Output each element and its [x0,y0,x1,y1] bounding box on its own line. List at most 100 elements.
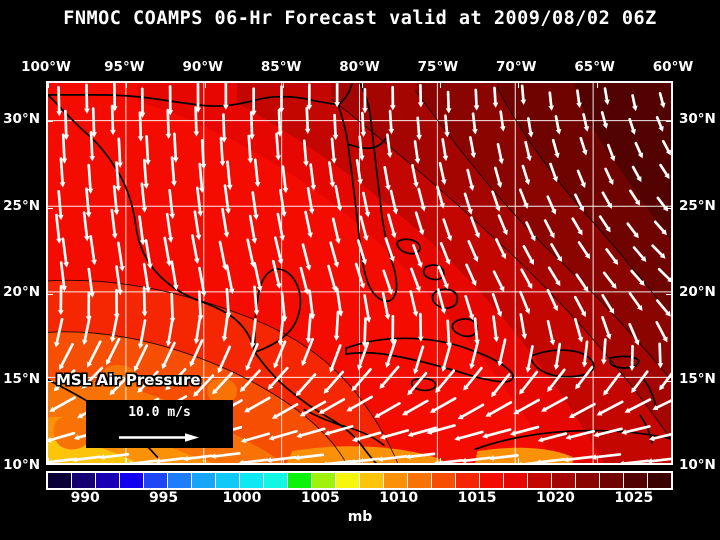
pressure-low-cell [286,446,446,463]
wind-arrow [417,312,424,342]
wind-arrow [442,218,453,242]
map-plot-area[interactable]: MSL Air Pressure 10.0 m/s [46,81,673,465]
wind-arrow [273,340,287,369]
wind-arrow [618,459,650,463]
wind-arrow [547,368,566,392]
wind-arrow [61,237,69,268]
wind-arrow [377,455,408,463]
wind-arrow [110,208,118,239]
axis-tick [518,83,520,88]
wind-arrow [632,246,647,262]
wind-arrow [471,112,478,135]
wind-arrow [596,400,624,416]
wind-arrow [355,159,363,185]
wind-arrow [574,193,585,212]
wind-arrow [473,88,480,111]
wind-arrow [71,455,102,463]
wind-arrow [519,290,531,315]
wind-arrow [223,184,231,215]
colorbar-swatch [408,473,432,488]
wind-arrow [330,137,337,164]
wind-arrow [520,84,527,105]
wind-arrow [275,132,282,161]
colorbar[interactable] [46,471,673,490]
wind-arrow [363,294,372,323]
colorbar-swatch [360,473,384,488]
wind-arrow [86,340,102,368]
wind-arrow [646,457,671,463]
wind-arrow [182,454,213,462]
wind-arrow [439,242,451,265]
colorbar-unit-label: mb [347,509,373,525]
wind-arrow [271,403,299,419]
lon-tick-label: 65°W [574,59,615,75]
wind-arrow [575,366,594,390]
wind-arrow [383,165,391,191]
wind-arrow [464,294,475,321]
colorbar-swatch [288,473,312,488]
colorbar-swatch [240,473,264,488]
axis-tick [48,207,53,209]
wind-arrow [219,136,226,167]
wind-arrow [547,266,561,287]
colorbar-swatch [528,473,552,488]
wind-arrow [115,161,122,192]
wind-arrow [221,207,230,238]
wind-arrow [248,214,258,244]
wind-arrow [417,83,424,108]
wind-arrow [402,399,429,416]
wind-arrow [245,342,259,371]
wind-arrow [524,140,532,162]
colorbar-tick-label: 1015 [457,490,497,506]
wind-arrow [299,400,327,417]
pressure-low-cell [475,447,573,463]
wind-arrow [659,163,670,179]
colorbar-swatch [48,473,72,488]
wind-arrow [133,344,149,372]
axis-tick [666,121,671,123]
wind-arrow [351,431,382,443]
wind-arrow [495,238,507,260]
wind-arrow [519,370,539,395]
wind-arrow [161,341,176,370]
wind-arrow [438,161,447,185]
pressure-low-cell [207,378,238,405]
wind-arrow [436,185,445,209]
wind-arrow [379,429,410,440]
wind-arrow [521,164,531,186]
wind-arrow [497,338,507,367]
wind-arrow [165,108,172,140]
wind-arrow [605,248,619,265]
axis-tick [126,458,128,463]
coastline [422,264,445,281]
wind-arrow [628,322,640,346]
wind-arrow [87,267,95,298]
colorbar-swatch [72,473,96,488]
wind-arrow [144,239,153,269]
lat-tick-label-left: 30°N [3,111,40,128]
wind-arrow [55,213,62,244]
wind-arrow [389,85,396,111]
wind-arrow [109,312,119,343]
wind-arrow [222,83,229,110]
lon-tick-label: 60°W [652,59,694,75]
wind-arrow [387,213,397,239]
wind-arrow [492,270,505,293]
colorbar-swatch [456,473,480,488]
wind-arrow [409,290,419,317]
wind-arrow [537,432,568,443]
wind-arrow [628,292,643,311]
wind-arrow [301,243,312,271]
wind-arrow [414,211,425,236]
wind-arrow [302,139,309,167]
axis-tick [283,458,285,463]
wind-arrow [328,161,336,188]
wind-arrow [54,317,64,348]
wind-arrow [165,316,174,347]
wind-arrow [154,456,185,463]
wind-arrow [277,315,285,346]
wind-arrow [329,241,340,268]
wind-arrow [165,212,174,243]
wind-arrow [48,457,74,463]
wind-arrow [89,235,97,266]
